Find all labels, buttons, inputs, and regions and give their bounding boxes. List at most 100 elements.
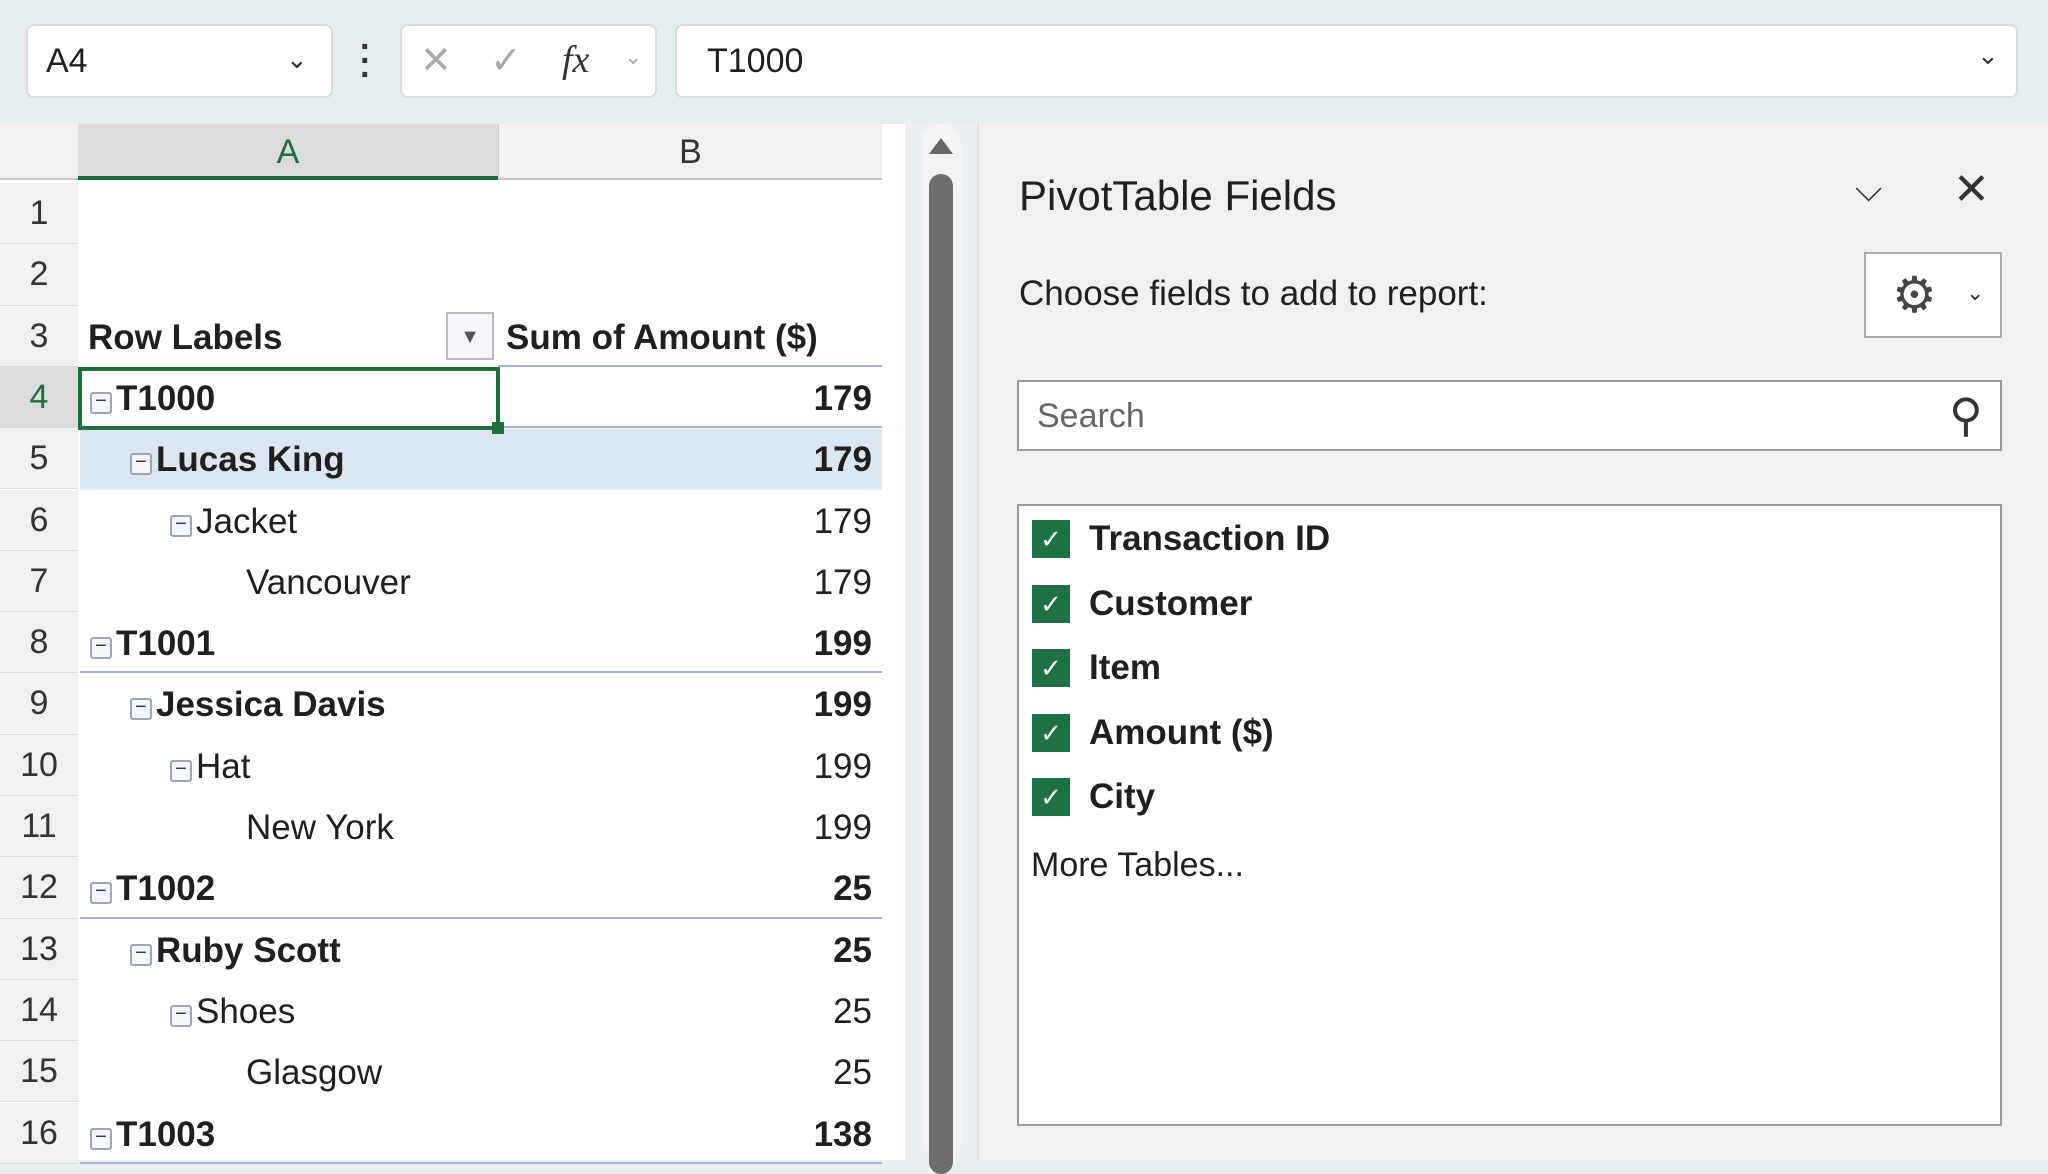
pivot-row-label[interactable]: − Jacket — [170, 502, 297, 542]
insert-function-icon[interactable]: fx — [562, 39, 590, 81]
collapse-icon[interactable]: − — [170, 759, 192, 782]
pivot-row-label[interactable]: − Ruby Scott — [130, 931, 341, 971]
row-separator — [80, 671, 882, 674]
collapse-icon[interactable]: − — [170, 514, 192, 537]
row-labels-filter-dropdown[interactable]: ▼ — [446, 311, 494, 360]
row-header[interactable]: 14 — [0, 979, 78, 1042]
pivot-value[interactable]: 199 — [813, 685, 872, 725]
pivot-value[interactable]: 179 — [813, 378, 872, 418]
row-header[interactable]: 2 — [0, 244, 78, 306]
checkbox-checked-icon[interactable]: ✓ — [1032, 520, 1070, 558]
row-header[interactable]: 7 — [0, 550, 78, 613]
field-item[interactable]: ✓ Amount ($) — [1032, 708, 1274, 758]
cancel-icon[interactable]: ✕ — [420, 40, 452, 82]
row-header[interactable]: 9 — [0, 673, 78, 735]
row-header[interactable]: 16 — [0, 1102, 78, 1164]
pivot-row-label[interactable]: − Shoes — [170, 992, 295, 1032]
pivot-value[interactable]: 25 — [833, 991, 872, 1031]
pivot-value[interactable]: 25 — [833, 930, 872, 970]
enter-icon[interactable]: ✓ — [490, 40, 522, 82]
more-options-icon[interactable]: · · · — [360, 28, 372, 94]
name-box[interactable]: A4 ⌄ — [26, 24, 333, 98]
chevron-down-icon[interactable]: ⌄ — [624, 44, 643, 69]
pivot-value[interactable]: 179 — [813, 501, 872, 541]
checkbox-checked-icon[interactable]: ✓ — [1032, 778, 1070, 816]
field-item[interactable]: ✓ Item — [1032, 643, 1161, 693]
fill-handle[interactable] — [492, 422, 504, 435]
row-header[interactable]: 6 — [0, 489, 78, 551]
collapse-icon[interactable]: − — [90, 1127, 112, 1150]
pane-options-chevron-icon[interactable]: ⌵ — [1855, 168, 1883, 209]
field-item[interactable]: ✓ City — [1032, 772, 1155, 822]
collapse-icon[interactable]: − — [90, 391, 112, 414]
row-header[interactable]: 10 — [0, 734, 78, 796]
field-list: More Tables... ✓ Transaction ID ✓ Customer ✓… — [1017, 504, 2002, 1126]
chevron-down-icon[interactable]: ⌄ — [286, 44, 308, 74]
collapse-icon[interactable]: − — [130, 697, 152, 721]
search-input[interactable] — [1037, 392, 1917, 440]
collapse-icon[interactable]: − — [90, 636, 112, 660]
field-item[interactable]: ✓ Transaction ID — [1032, 514, 1330, 564]
label-text: Jessica Davis — [156, 685, 386, 725]
pane-title: PivotTable Fields — [1019, 172, 1337, 219]
expand-formula-icon[interactable]: ⌄ — [1977, 40, 1999, 70]
search-icon[interactable]: ⚲ — [1949, 389, 1983, 441]
row-header[interactable]: 13 — [0, 918, 78, 980]
close-icon[interactable]: ✕ — [1953, 165, 1990, 214]
pivot-value[interactable]: 179 — [813, 440, 872, 480]
pivot-value-header[interactable]: Sum of Amount ($) — [506, 317, 818, 357]
row-header[interactable]: 15 — [0, 1041, 78, 1103]
column-header-a[interactable]: A — [78, 124, 498, 180]
pivot-row-label[interactable]: − T1000 — [90, 379, 215, 419]
pivot-value[interactable]: 199 — [813, 624, 872, 664]
more-tables-link[interactable]: More Tables... — [1031, 846, 1244, 884]
formula-input[interactable]: T1000 ⌄ — [675, 24, 2018, 98]
pivot-row-label[interactable]: − Jessica Davis — [130, 685, 386, 725]
checkbox-checked-icon[interactable]: ✓ — [1032, 584, 1070, 623]
checkbox-checked-icon[interactable]: ✓ — [1032, 649, 1070, 687]
field-item[interactable]: ✓ Customer — [1032, 579, 1252, 629]
pivot-row-label[interactable]: New York — [246, 808, 394, 848]
tools-button[interactable]: ⚙ ⌄ — [1864, 252, 2002, 338]
row-header[interactable]: 11 — [0, 796, 78, 858]
select-all-corner[interactable] — [0, 124, 78, 180]
field-search[interactable]: ⚲ — [1017, 380, 2002, 451]
pivot-row-label[interactable]: Vancouver — [246, 563, 411, 603]
label-text: Shoes — [196, 991, 296, 1031]
checkbox-checked-icon[interactable]: ✓ — [1032, 713, 1070, 752]
name-box-value: A4 — [46, 42, 88, 80]
row-header[interactable]: 3 — [0, 305, 78, 367]
row-header[interactable]: 1 — [0, 183, 78, 245]
row-header[interactable]: 12 — [0, 857, 78, 919]
pivot-header-band — [80, 429, 882, 490]
pivot-row-label[interactable]: − Lucas King — [130, 440, 345, 480]
label-text: T1003 — [116, 1114, 216, 1154]
pivot-row-label[interactable]: Glasgow — [246, 1053, 382, 1093]
collapse-icon[interactable]: − — [130, 943, 152, 966]
column-header-b[interactable]: B — [498, 124, 882, 180]
pivot-value[interactable]: 25 — [833, 1053, 872, 1093]
collapse-icon[interactable]: − — [170, 1004, 192, 1027]
field-label: Item — [1089, 648, 1161, 687]
collapse-icon[interactable]: − — [130, 452, 152, 476]
label-text: Hat — [196, 746, 251, 786]
pivot-value[interactable]: 179 — [813, 562, 872, 602]
row-header[interactable]: 8 — [0, 612, 78, 674]
pivot-row-label[interactable]: − Hat — [170, 747, 250, 787]
row-header[interactable]: 4 — [0, 366, 78, 429]
label-text: Row Labels — [88, 317, 283, 357]
vertical-scrollbar[interactable] — [921, 124, 961, 1174]
collapse-icon[interactable]: − — [90, 881, 112, 905]
row-separator — [498, 426, 882, 429]
pivot-value[interactable]: 25 — [833, 869, 872, 909]
pivot-row-labels-header[interactable]: Row Labels — [88, 318, 282, 358]
row-separator — [498, 364, 882, 367]
pivot-row-label[interactable]: − T1003 — [90, 1115, 215, 1155]
pivot-row-label[interactable]: − T1002 — [90, 869, 215, 909]
pivot-value[interactable]: 199 — [813, 746, 872, 786]
pivot-value[interactable]: 138 — [813, 1114, 872, 1154]
pivot-value[interactable]: 199 — [813, 808, 872, 847]
spreadsheet-grid[interactable]: A B 1 2 3 Row Labels Sum of Amount ($) ▼ 4− T10… — [0, 124, 905, 1164]
row-header[interactable]: 5 — [0, 428, 78, 490]
pivot-row-label[interactable]: − T1001 — [90, 624, 215, 664]
